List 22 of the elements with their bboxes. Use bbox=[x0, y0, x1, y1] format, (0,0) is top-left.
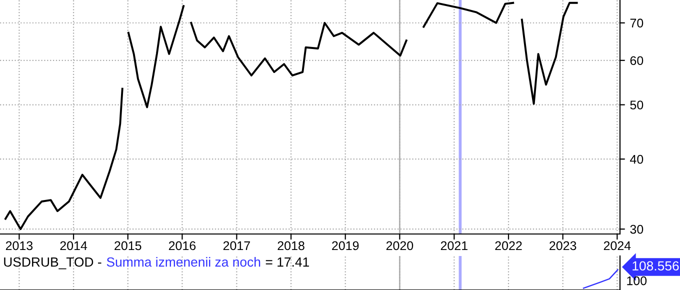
text: 100 bbox=[627, 276, 647, 286]
y-tick-label: 30 bbox=[630, 224, 644, 234]
chart-title: USDRUB_TOD - bbox=[4, 257, 102, 270]
text: Summa izmenenii za noch bbox=[106, 257, 260, 267]
text: = 17.41 bbox=[266, 258, 309, 267]
y-tick-label: 50 bbox=[630, 100, 644, 110]
x-tick-label: 2013 bbox=[6, 241, 33, 250]
y-tick-label: 60 bbox=[630, 56, 644, 66]
x-tick-label: 2016 bbox=[168, 241, 196, 250]
x-tick-label: 2019 bbox=[332, 241, 359, 250]
x-tick-label: 2022 bbox=[495, 241, 522, 250]
y-tick-label: 40 bbox=[630, 154, 644, 164]
y-tick-label: 70 bbox=[630, 18, 644, 28]
x-tick-label: 2020 bbox=[386, 241, 414, 250]
x-tick-label: 2021 bbox=[440, 241, 468, 250]
x-tick-label: 2018 bbox=[278, 241, 304, 250]
text: 108.556 bbox=[632, 261, 679, 271]
x-tick-label: 2014 bbox=[60, 241, 88, 250]
x-tick-label: 2015 bbox=[114, 241, 142, 250]
x-tick-label: 2023 bbox=[550, 241, 576, 250]
x-tick-label: 2017 bbox=[223, 241, 250, 250]
x-tick-label: 2024 bbox=[604, 241, 631, 250]
